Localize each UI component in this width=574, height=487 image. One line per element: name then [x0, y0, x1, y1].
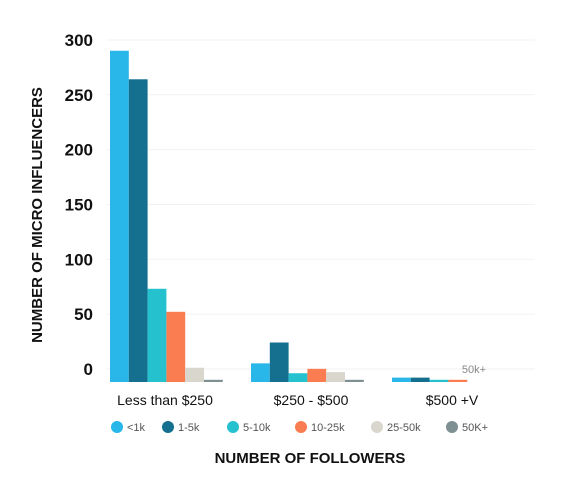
legend-marker	[227, 421, 239, 433]
legend-label: 10-25k	[311, 422, 345, 434]
legend-marker	[295, 421, 307, 433]
legend-marker	[162, 421, 174, 433]
bar	[429, 379, 449, 382]
legend-marker	[111, 421, 123, 433]
bar	[166, 311, 186, 382]
y-tick-label: 250	[65, 86, 93, 105]
legend-label: 1-5k	[178, 422, 200, 434]
bar	[269, 342, 289, 382]
y-tick-label: 150	[65, 195, 93, 214]
annotations: 50k+	[462, 364, 486, 376]
bar	[251, 363, 270, 382]
x-tick-label: $250 - $500	[274, 392, 349, 408]
x-axis-ticks: Less than $250 $250 - $500 $500 +V	[117, 392, 479, 408]
bar	[204, 379, 223, 382]
y-tick-label: 0	[84, 360, 93, 379]
bar	[326, 372, 345, 382]
bar	[288, 373, 308, 382]
bar	[147, 288, 167, 382]
bar	[448, 379, 468, 382]
legend-marker	[446, 421, 458, 433]
legend: <1k 1-5k 5-10k 10-25k 25-50k 50K+	[111, 421, 488, 434]
legend-label: 5-10k	[243, 422, 271, 434]
y-tick-label: 100	[65, 250, 93, 269]
y-tick-label: 200	[65, 141, 93, 160]
y-axis-label: NUMBER OF MICRO INFLUENCERS	[29, 87, 46, 343]
bar	[392, 377, 411, 382]
y-tick-label: 300	[65, 31, 93, 50]
x-tick-label: $500 +V	[426, 392, 479, 408]
y-axis-ticks: 0 50 100 150 200 250 300	[65, 31, 93, 379]
bar	[128, 79, 148, 383]
bar	[410, 377, 430, 382]
legend-label: 50K+	[462, 422, 488, 434]
x-tick-label: Less than $250	[117, 392, 213, 408]
bars-group	[110, 50, 468, 383]
legend-label: <1k	[127, 422, 146, 434]
x-axis-label: NUMBER OF FOLLOWERS	[215, 450, 406, 467]
bar	[345, 379, 364, 382]
bar	[185, 367, 204, 382]
legend-marker	[371, 421, 383, 433]
bar	[307, 368, 327, 382]
y-tick-label: 50	[74, 305, 93, 324]
annotation-label: 50k+	[462, 364, 486, 376]
legend-label: 25-50k	[387, 422, 421, 434]
bar	[110, 50, 129, 382]
